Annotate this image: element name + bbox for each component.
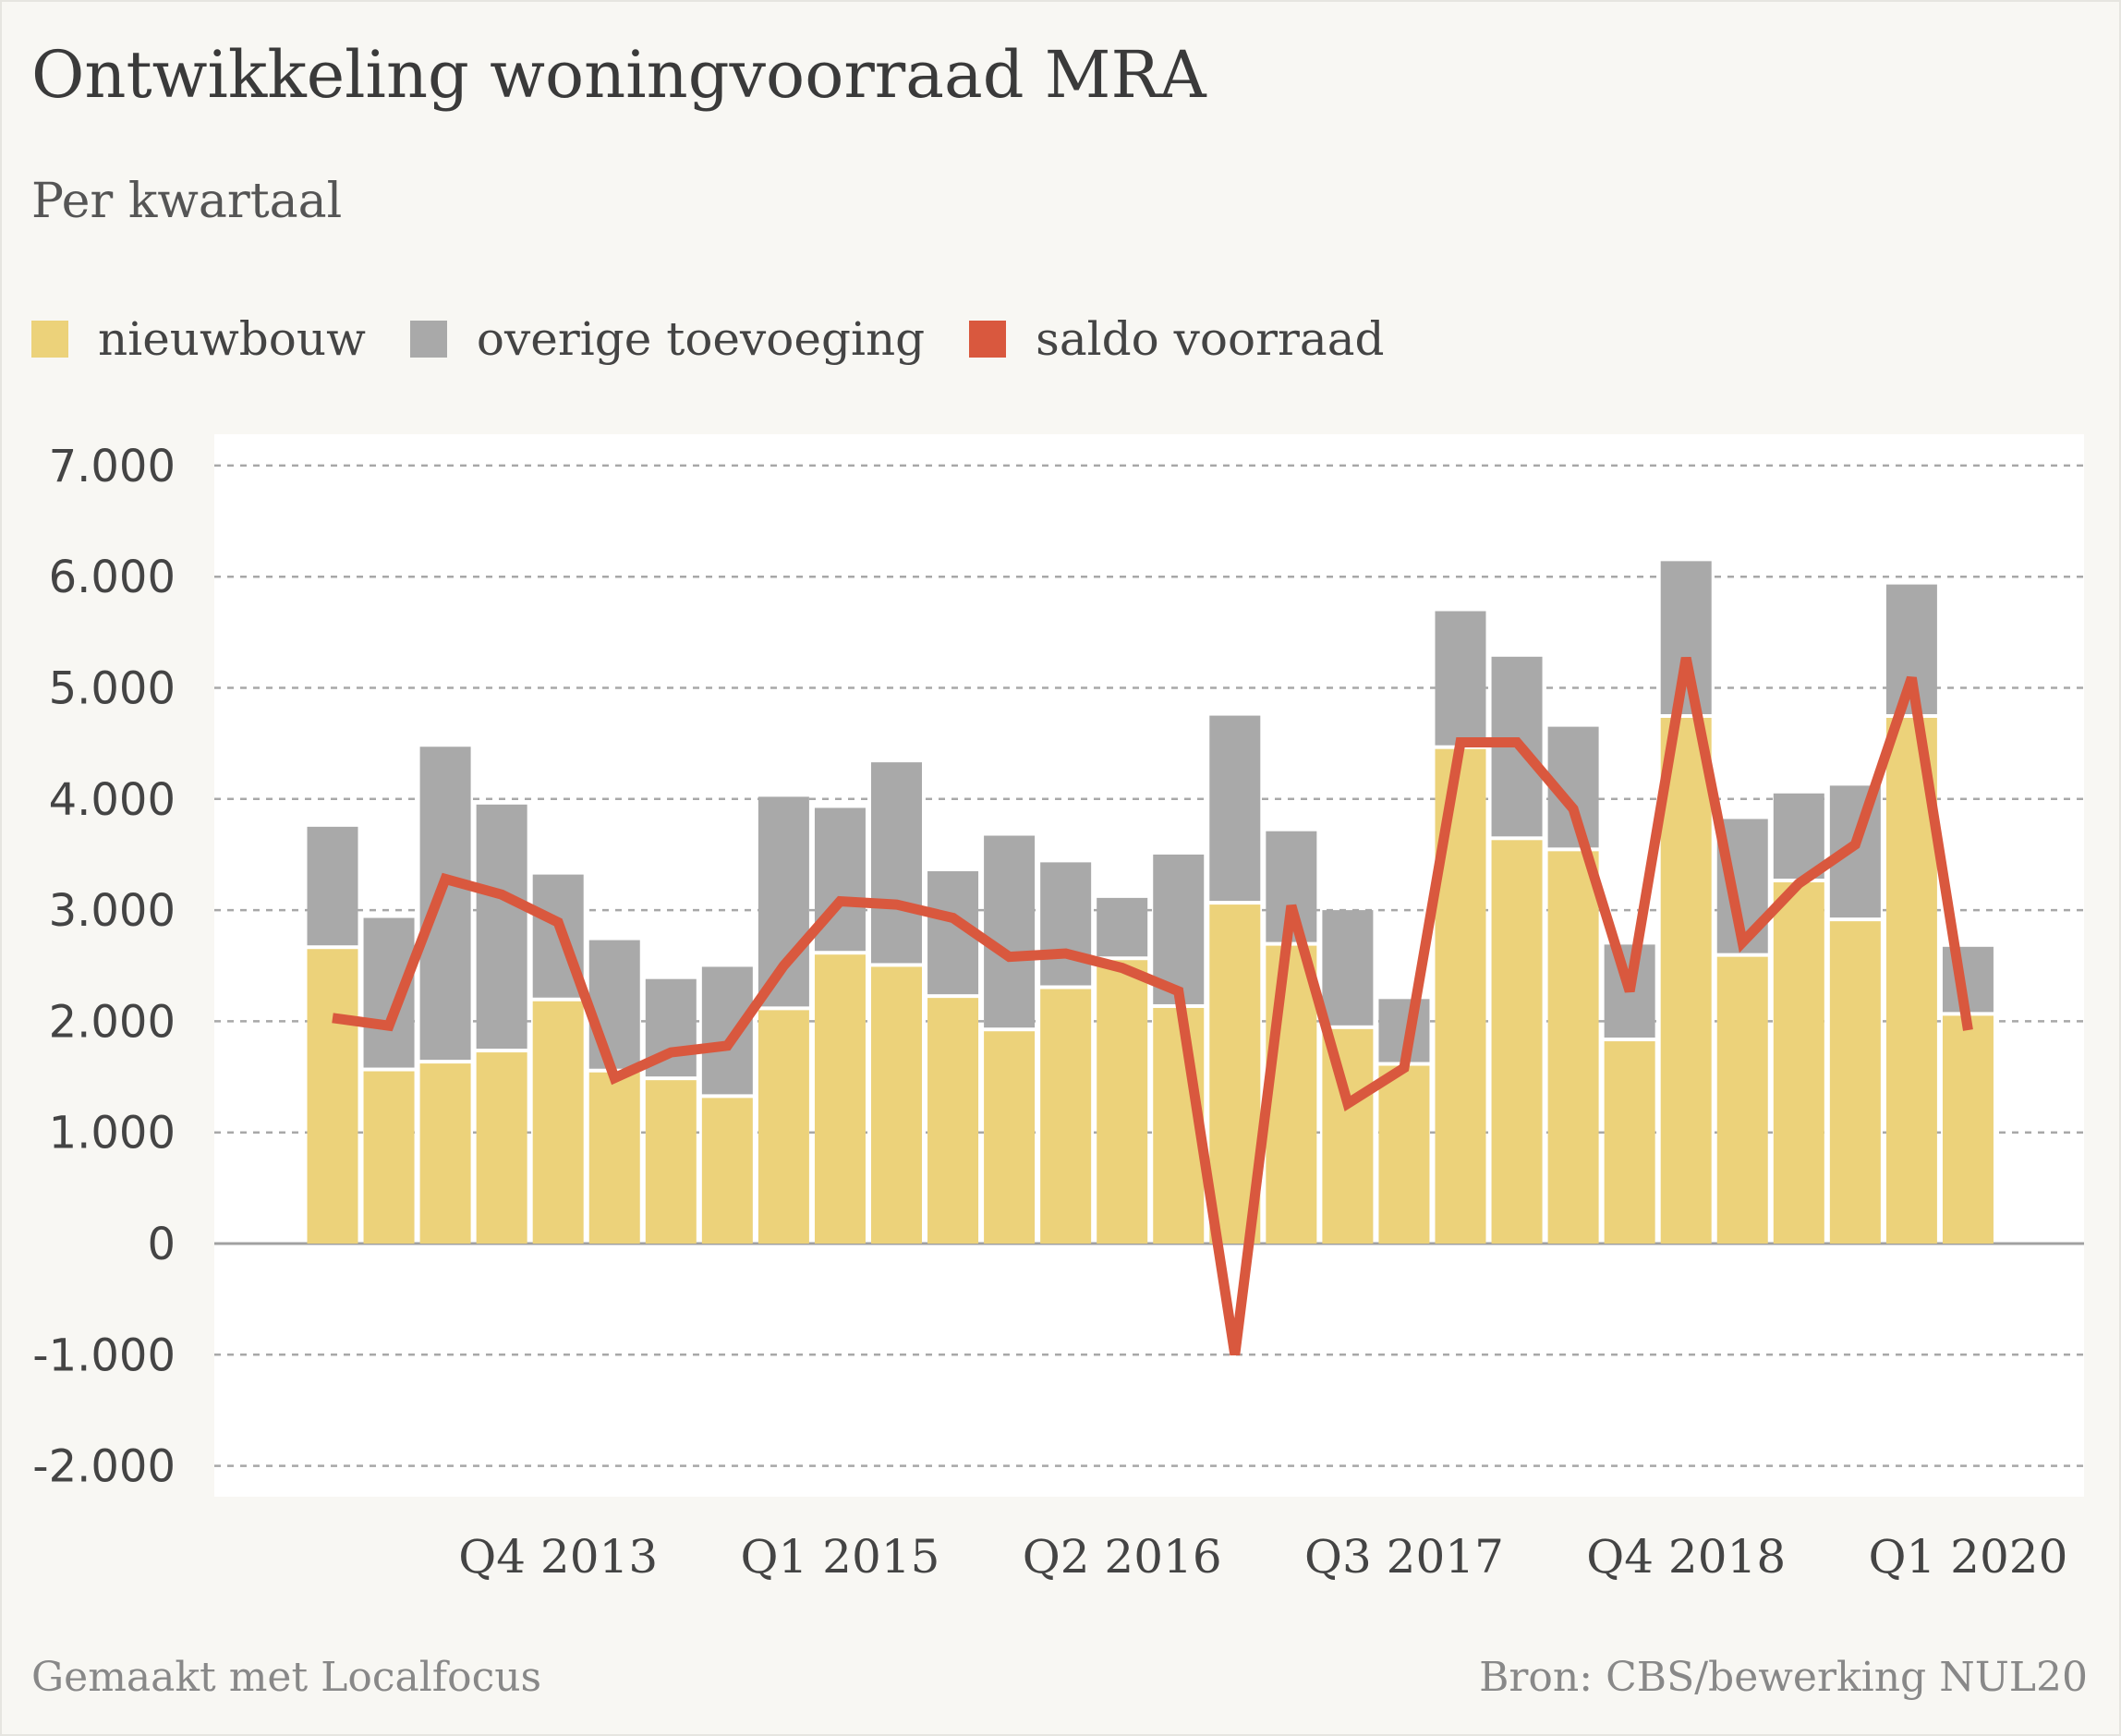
bar-nieuwbouw bbox=[363, 1071, 415, 1244]
y-tick-label: 5.000 bbox=[49, 663, 176, 715]
x-tick-label: Q4 2018 bbox=[1586, 1530, 1786, 1584]
bar-nieuwbouw bbox=[476, 1052, 527, 1244]
x-tick-label: Q4 2013 bbox=[458, 1530, 658, 1584]
bar-overige-toevoeging bbox=[307, 826, 358, 946]
bar-nieuwbouw bbox=[645, 1080, 697, 1244]
bar-overige-toevoeging bbox=[476, 804, 527, 1050]
footer-made-with: Gemaakt met Localfocus bbox=[31, 1654, 542, 1701]
bar-overige-toevoeging bbox=[1773, 793, 1824, 880]
bar-nieuwbouw bbox=[1040, 989, 1092, 1244]
bar-overige-toevoeging bbox=[1322, 910, 1374, 1026]
y-tick-label: 3.000 bbox=[49, 885, 176, 937]
bar-nieuwbouw bbox=[1660, 717, 1712, 1244]
bar-nieuwbouw bbox=[1716, 956, 1768, 1244]
bar-nieuwbouw bbox=[307, 949, 358, 1244]
y-tick-label: 1.000 bbox=[49, 1108, 176, 1159]
bar-overige-toevoeging bbox=[814, 807, 866, 952]
bar-overige-toevoeging bbox=[1209, 715, 1261, 902]
bar-nieuwbouw bbox=[1604, 1041, 1655, 1244]
bar-nieuwbouw bbox=[1097, 960, 1148, 1244]
bar-nieuwbouw bbox=[1378, 1065, 1430, 1244]
chart-title: Ontwikkeling woningvoorraad MRA bbox=[31, 37, 1206, 113]
y-tick-label: -1.000 bbox=[32, 1329, 176, 1381]
legend-label-nieuwbouw: nieuwbouw bbox=[98, 312, 366, 366]
x-tick-label: Q3 2017 bbox=[1304, 1530, 1504, 1584]
legend-item-nieuwbouw[interactable]: nieuwbouw bbox=[31, 312, 366, 366]
bar-nieuwbouw bbox=[1773, 882, 1824, 1244]
bar-nieuwbouw bbox=[1829, 921, 1881, 1244]
legend-item-overige[interactable]: overige toevoeging bbox=[409, 312, 926, 366]
bar-overige-toevoeging bbox=[1097, 897, 1148, 957]
chart-subtitle: Per kwartaal bbox=[31, 174, 343, 229]
y-tick-label: 6.000 bbox=[49, 552, 176, 603]
bar-nieuwbouw bbox=[927, 998, 979, 1244]
bar-overige-toevoeging bbox=[1660, 561, 1712, 714]
legend-swatch-saldo bbox=[969, 321, 1007, 358]
bar-nieuwbouw bbox=[758, 1010, 809, 1244]
y-tick-label: -2.000 bbox=[32, 1441, 176, 1493]
legend-label-saldo: saldo voorraad bbox=[1036, 312, 1385, 366]
bar-nieuwbouw bbox=[588, 1072, 640, 1244]
bar-overige-toevoeging bbox=[1435, 611, 1486, 746]
x-tick-label: Q1 2020 bbox=[1868, 1530, 2067, 1584]
bar-nieuwbouw bbox=[984, 1031, 1036, 1244]
bar-overige-toevoeging bbox=[419, 747, 471, 1061]
y-tick-label: 2.000 bbox=[49, 996, 176, 1048]
bar-overige-toevoeging bbox=[984, 835, 1036, 1028]
legend-item-saldo[interactable]: saldo voorraad bbox=[969, 312, 1385, 366]
x-tick-label: Q2 2016 bbox=[1023, 1530, 1222, 1584]
legend-label-overige: overige toevoeging bbox=[476, 312, 926, 366]
bar-overige-toevoeging bbox=[701, 966, 753, 1095]
legend-swatch-nieuwbouw bbox=[31, 321, 68, 358]
footer-source: Bron: CBS/bewerking NUL20 bbox=[1479, 1654, 2088, 1701]
bar-overige-toevoeging bbox=[1040, 862, 1092, 986]
bar-overige-toevoeging bbox=[758, 796, 809, 1007]
bar-nieuwbouw bbox=[871, 966, 922, 1244]
legend-swatch-overige bbox=[409, 321, 447, 358]
bar-nieuwbouw bbox=[701, 1098, 753, 1244]
bar-nieuwbouw bbox=[1491, 840, 1543, 1244]
bar-nieuwbouw bbox=[1547, 851, 1599, 1244]
bar-nieuwbouw bbox=[1266, 945, 1317, 1244]
legend: nieuwbouw overige toevoeging saldo voorr… bbox=[31, 312, 1429, 366]
bar-nieuwbouw bbox=[1322, 1028, 1374, 1244]
bar-nieuwbouw bbox=[532, 1001, 584, 1244]
line-saldo-voorraad bbox=[332, 656, 1973, 1356]
y-tick-label: 7.000 bbox=[49, 441, 176, 492]
bar-overige-toevoeging bbox=[588, 940, 640, 1069]
bar-overige-toevoeging bbox=[871, 762, 922, 964]
bar-nieuwbouw bbox=[419, 1063, 471, 1244]
y-tick-label: 4.000 bbox=[49, 774, 176, 826]
bar-nieuwbouw bbox=[814, 954, 866, 1244]
x-tick-label: Q1 2015 bbox=[740, 1530, 939, 1584]
bar-nieuwbouw bbox=[1942, 1015, 1994, 1244]
y-tick-label: 0 bbox=[147, 1219, 176, 1270]
